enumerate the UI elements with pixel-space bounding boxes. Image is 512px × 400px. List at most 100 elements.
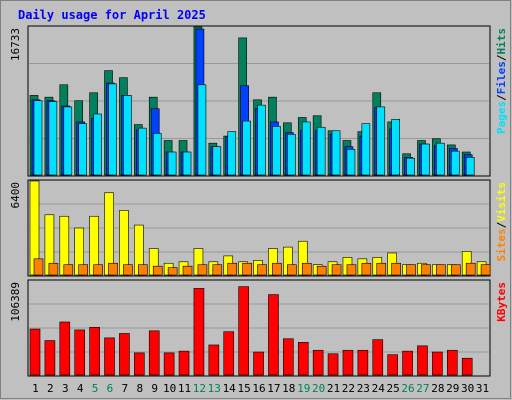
x-tick-label-day-11: 11 — [178, 382, 191, 395]
legend-item-sites: Sites — [495, 228, 508, 261]
bar-kbytes-day-26 — [402, 350, 413, 376]
bar-pages-day-7 — [123, 95, 132, 176]
bar-kbytes-day-29 — [446, 349, 458, 376]
bar-kbytes-day-25 — [387, 354, 398, 376]
bar-pages-day-2 — [48, 101, 58, 176]
bar-kbytes-day-21 — [327, 353, 339, 376]
bar-pages-day-16 — [257, 104, 266, 176]
bar-sites-day-24 — [376, 262, 387, 276]
bar-pages-day-12 — [197, 84, 207, 176]
bar-kbytes-day-4 — [74, 329, 86, 376]
bar-sites-day-27 — [421, 264, 431, 276]
bar-kbytes-day-6 — [104, 337, 115, 376]
bar-pages-day-9 — [152, 133, 162, 176]
bar-sites-day-2 — [48, 262, 59, 276]
x-tick-label-day-1: 1 — [32, 382, 39, 395]
bar-sites-day-7 — [123, 264, 133, 276]
x-tick-label-day-14: 14 — [223, 382, 237, 395]
bar-sites-day-21 — [331, 264, 342, 276]
bar-sites-day-26 — [406, 264, 416, 276]
bar-kbytes-day-9 — [148, 330, 160, 376]
x-tick-label-day-28: 28 — [431, 382, 444, 395]
bar-pages-day-26 — [406, 157, 415, 176]
x-tick-label-day-17: 17 — [267, 382, 280, 395]
bar-sites-day-10 — [167, 267, 178, 276]
panel-2: 6400 Sites/Visits — [9, 179, 508, 277]
bar-pages-day-3 — [63, 106, 73, 176]
y-max-label: 6400 — [9, 182, 22, 209]
bar-kbytes-day-14 — [223, 331, 235, 376]
x-tick-label-day-5: 5 — [92, 382, 99, 395]
bar-kbytes-day-18 — [283, 338, 294, 376]
bar-kbytes-day-15 — [238, 286, 249, 376]
bar-pages-day-4 — [78, 123, 88, 176]
bar-kbytes-day-5 — [89, 326, 100, 376]
x-tick-label-day-23: 23 — [357, 382, 370, 395]
bar-sites-day-14 — [227, 262, 238, 276]
bar-sites-day-13 — [212, 264, 223, 276]
x-tick-label-day-7: 7 — [122, 382, 129, 395]
bar-pages-day-11 — [182, 151, 192, 176]
bar-pages-day-23 — [361, 123, 371, 176]
x-tick-label-day-3: 3 — [62, 382, 69, 395]
bar-pages-day-24 — [376, 106, 386, 176]
legend-item-visits: Visits — [495, 182, 508, 222]
bar-pages-day-20 — [316, 126, 326, 176]
bar-kbytes-day-24 — [372, 339, 384, 376]
legend-kbytes: KBytes — [495, 282, 508, 322]
bar-sites-day-16 — [257, 264, 267, 276]
bar-sites-day-31 — [480, 264, 491, 276]
x-tick-label-day-21: 21 — [327, 382, 340, 395]
bar-kbytes-day-19 — [297, 342, 309, 376]
x-tick-label-day-12: 12 — [193, 382, 206, 395]
bar-sites-day-20 — [316, 265, 327, 276]
bar-pages-day-17 — [272, 126, 281, 176]
bar-pages-day-5 — [93, 113, 102, 176]
bar-pages-day-19 — [301, 121, 311, 176]
bar-sites-day-15 — [242, 262, 252, 276]
x-tick-label-day-9: 9 — [151, 382, 158, 395]
legend-item-separator: / — [495, 54, 508, 61]
bar-pages-day-22 — [346, 149, 356, 176]
bar-sites-day-4 — [78, 264, 89, 276]
x-tick-label-day-26: 26 — [401, 382, 414, 395]
y-max-label: 16733 — [9, 28, 22, 61]
x-tick-label-day-25: 25 — [387, 382, 400, 395]
x-tick-label-day-31: 31 — [476, 382, 489, 395]
bar-sites-day-29 — [450, 264, 461, 276]
bar-sites-day-11 — [182, 265, 193, 276]
bar-kbytes-day-23 — [357, 349, 369, 376]
bar-sites-day-6 — [108, 262, 118, 276]
bar-kbytes-day-11 — [178, 350, 190, 376]
x-tick-label-day-10: 10 — [163, 382, 176, 395]
bar-kbytes-day-30 — [461, 357, 473, 376]
bar-sites-day-9 — [152, 265, 163, 276]
bar-pages-day-6 — [108, 83, 117, 176]
legend-item-separator: / — [495, 221, 508, 228]
bar-kbytes-day-10 — [163, 352, 175, 376]
bar-kbytes-day-8 — [134, 352, 145, 376]
bar-pages-day-13 — [212, 146, 222, 176]
bar-kbytes-day-1 — [29, 328, 41, 376]
bar-kbytes-day-12 — [193, 288, 205, 376]
bar-sites-day-30 — [465, 262, 476, 276]
bar-sites-day-17 — [272, 262, 282, 276]
panel-3: 106389 KBytes — [9, 279, 508, 377]
x-tick-label-day-2: 2 — [47, 382, 54, 395]
chart-title: Daily usage for April 2025 — [18, 8, 206, 22]
x-tick-label-day-8: 8 — [136, 382, 143, 395]
bar-sites-day-1 — [33, 258, 44, 276]
bar-pages-day-27 — [421, 143, 430, 176]
x-tick-label-day-19: 19 — [297, 382, 310, 395]
bar-sites-day-22 — [346, 264, 357, 276]
legend-item-kbytes: KBytes — [495, 282, 508, 322]
bar-kbytes-day-7 — [119, 333, 130, 376]
bar-visits-day-6 — [104, 192, 114, 276]
bar-pages-day-10 — [167, 151, 177, 176]
bar-sites-day-19 — [301, 262, 312, 276]
legend-item-separator: / — [495, 94, 508, 101]
bar-kbytes-day-20 — [312, 349, 324, 376]
